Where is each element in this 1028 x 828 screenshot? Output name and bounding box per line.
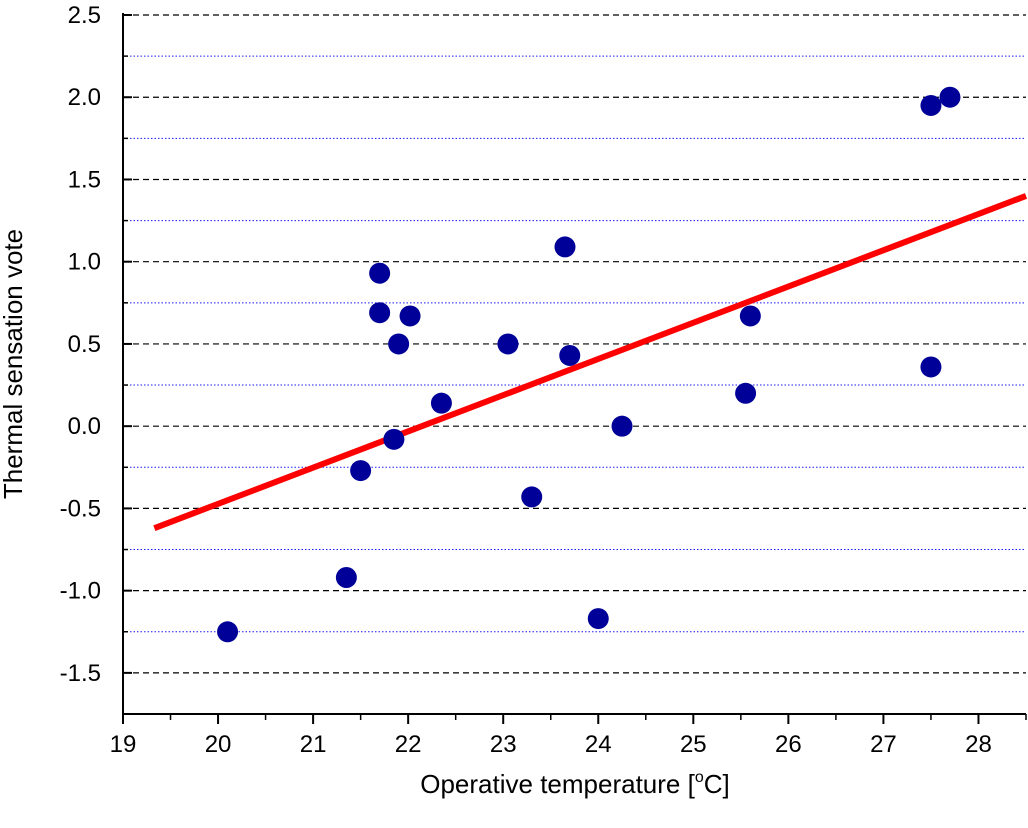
x-tick-label: 20	[205, 731, 232, 758]
y-tick-label: 2.5	[68, 2, 101, 29]
x-tick-label: 23	[490, 731, 517, 758]
x-tick-label: 27	[870, 731, 897, 758]
data-point	[611, 415, 633, 437]
y-tick-label: 1.5	[68, 166, 101, 193]
data-point	[735, 382, 757, 404]
y-axis-label: Thermal sensation vote	[0, 229, 28, 499]
data-point	[350, 460, 372, 482]
x-axis-label: Operative temperature [oC]	[420, 769, 729, 799]
x-tick-label: 26	[775, 731, 802, 758]
x-tick-label: 21	[300, 731, 327, 758]
data-point	[920, 94, 942, 116]
y-tick-label: 0.0	[68, 413, 101, 440]
y-tick-label: -1.0	[60, 578, 101, 605]
data-point	[497, 333, 519, 355]
y-tick-label: -0.5	[60, 495, 101, 522]
x-tick-label: 19	[110, 731, 137, 758]
grid-lines	[123, 14, 1026, 674]
trend-line	[153, 193, 1028, 531]
data-point	[430, 392, 452, 414]
data-point	[521, 486, 543, 508]
data-point	[939, 86, 961, 108]
data-point	[217, 621, 239, 643]
data-point	[369, 262, 391, 284]
y-tick-label: 1.0	[68, 249, 101, 276]
x-tick-label: 25	[680, 731, 707, 758]
x-tick-label: 22	[395, 731, 422, 758]
data-point	[559, 344, 581, 366]
tick-labels: -1.5 -1.0 -0.5 0.0 0.5 1.0 1.5 2.0 2.5 19 20 21 22 23…	[60, 2, 992, 758]
x-tick-label: 28	[965, 731, 992, 758]
x-tick-label: 24	[585, 731, 612, 758]
y-tick-label: -1.5	[60, 660, 101, 687]
data-point	[369, 302, 391, 324]
axes	[122, 13, 1027, 724]
data-point	[335, 566, 357, 588]
data-point	[739, 305, 761, 327]
data-point	[383, 428, 405, 450]
data-point	[587, 608, 609, 630]
y-tick-label: 0.5	[68, 331, 101, 358]
data-point	[920, 356, 942, 378]
data-point	[388, 333, 410, 355]
data-point	[554, 236, 576, 258]
data-point	[399, 305, 421, 327]
y-tick-label: 2.0	[68, 84, 101, 111]
trendline-layer	[153, 193, 1028, 531]
data-points	[217, 86, 961, 643]
